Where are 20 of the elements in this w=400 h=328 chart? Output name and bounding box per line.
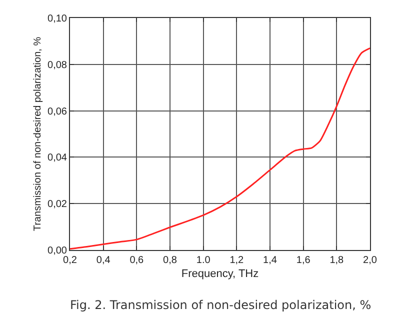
x-tick-label: 1,4 bbox=[263, 255, 278, 266]
x-tick-label: 1.0 bbox=[196, 255, 211, 266]
x-tick-label: 1,8 bbox=[330, 255, 344, 266]
line-series bbox=[70, 47, 370, 250]
y-axis-title: Transmission of non-desired polarization, % bbox=[32, 36, 44, 232]
x-tick-label: 0,4 bbox=[96, 255, 111, 266]
x-tick-label: 0,2 bbox=[63, 255, 78, 266]
y-tick-label: 0,00 bbox=[48, 246, 68, 256]
caption: Fig. 2. Transmission of non-desired polarization, % bbox=[70, 298, 372, 312]
x-tick-label: 1,6 bbox=[296, 255, 311, 266]
y-tick-label: 0,02 bbox=[48, 199, 68, 210]
y-tick-label: 0,06 bbox=[48, 106, 68, 118]
x-tick-label: 2,0 bbox=[363, 255, 378, 266]
x-tick-label: 1,2 bbox=[230, 255, 244, 266]
x-tick-label: 0,6 bbox=[130, 255, 144, 266]
y-tick-label: 0,10 bbox=[48, 14, 68, 24]
x-tick-label: 0,8 bbox=[163, 255, 178, 266]
y-tick-label: 0,04 bbox=[48, 152, 68, 164]
x-axis-title: Frequency, THz bbox=[181, 268, 259, 280]
y-tick-label: 0,08 bbox=[48, 60, 68, 71]
